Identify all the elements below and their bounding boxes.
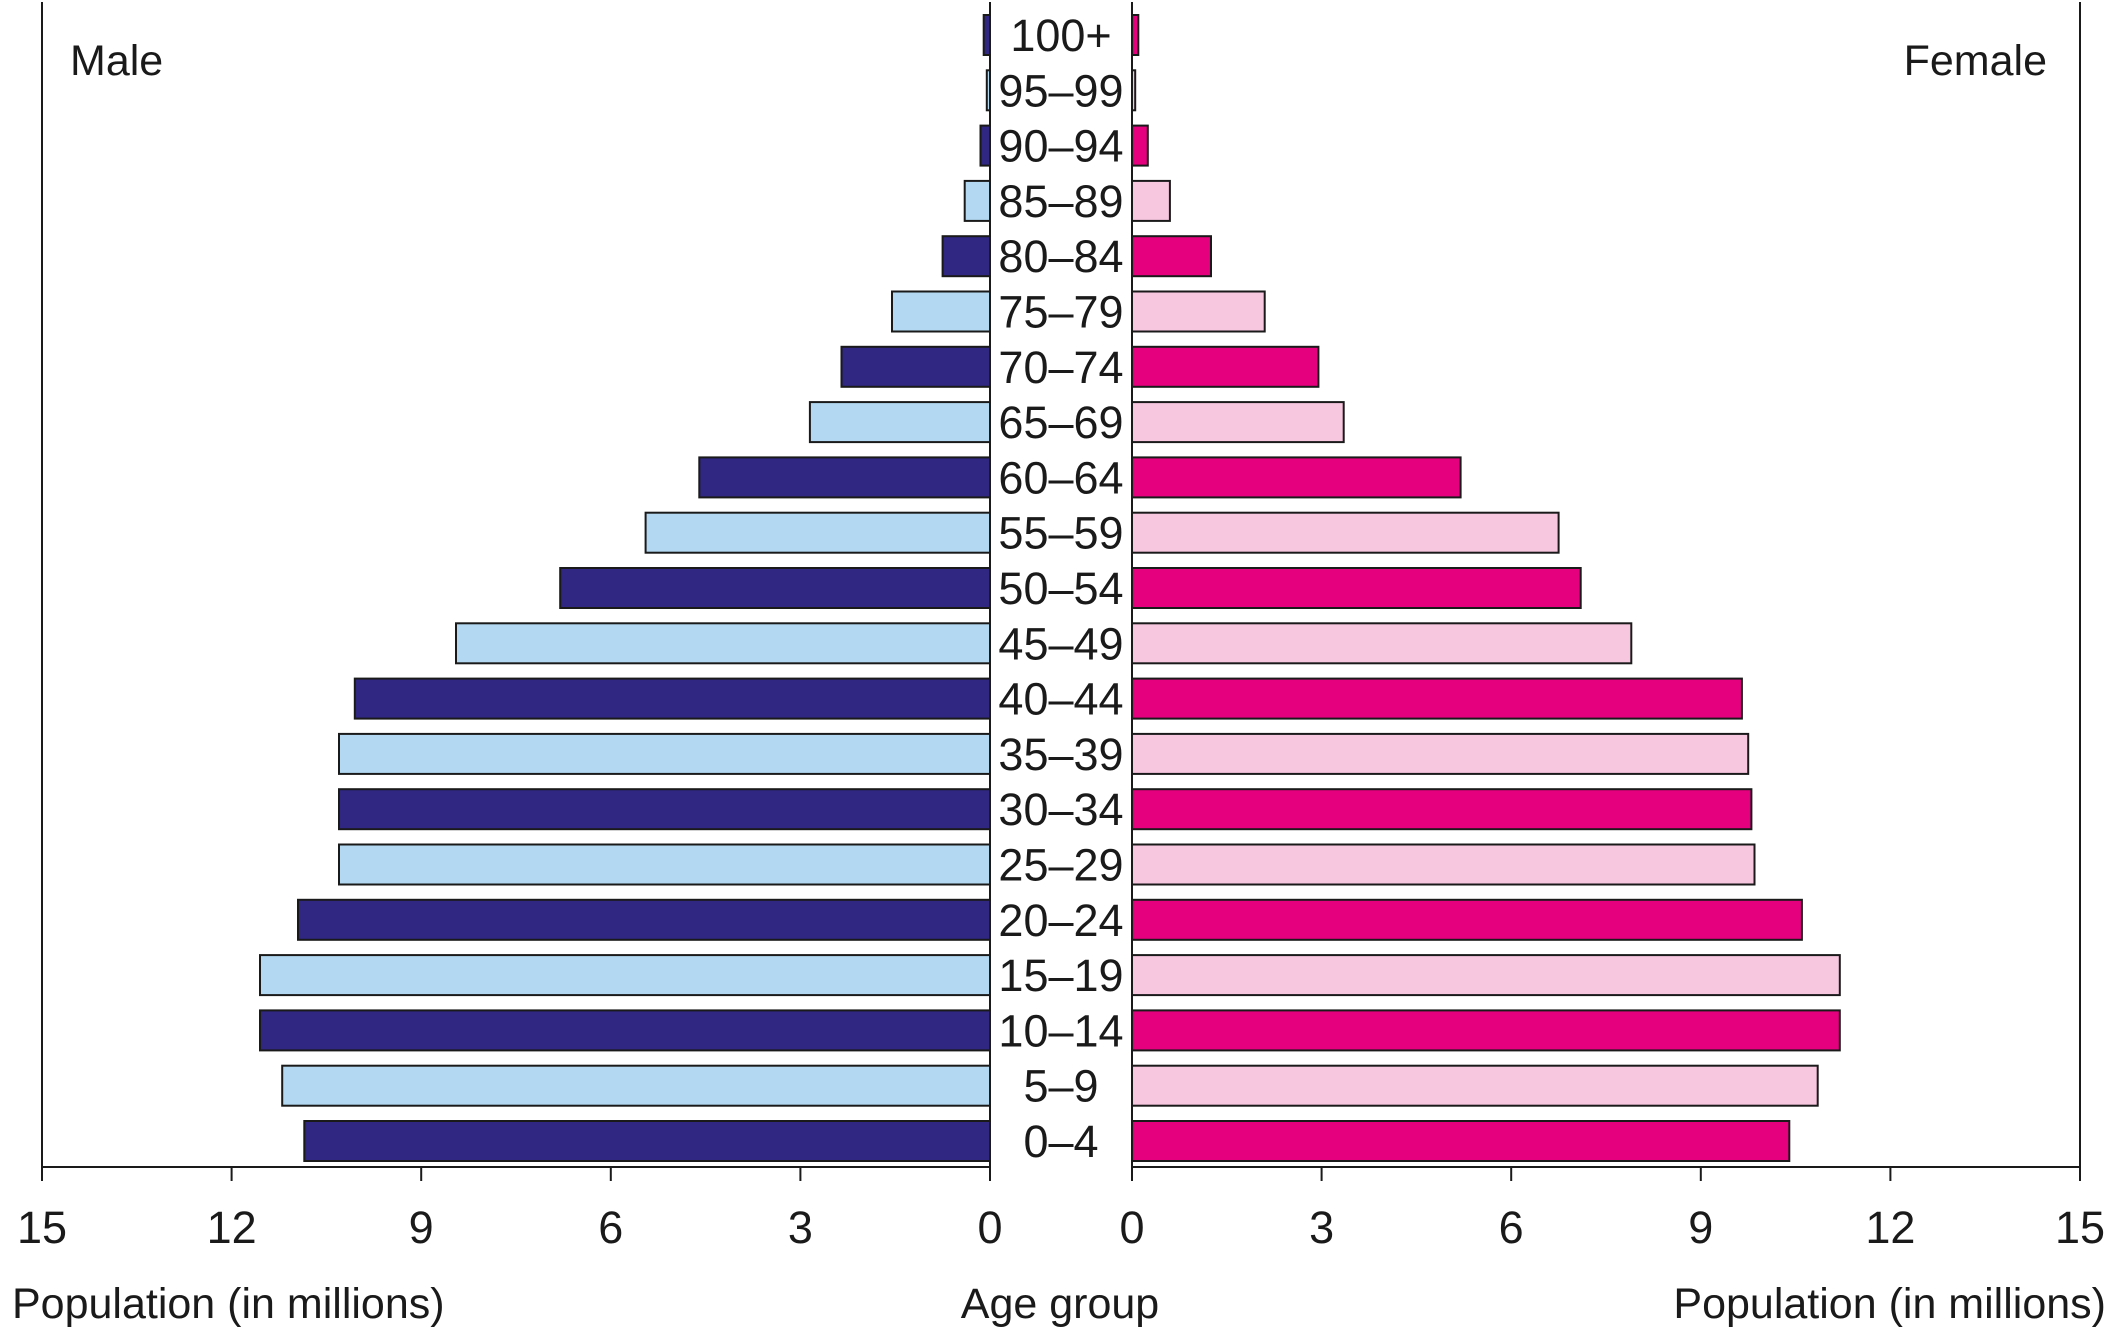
female-tick-label-5: 15 bbox=[2055, 1202, 2105, 1253]
male-bar-13 bbox=[338, 732, 991, 775]
male-tick-label-3: 9 bbox=[409, 1202, 434, 1253]
female-bar-2 bbox=[1131, 124, 1149, 167]
female-bar-19 bbox=[1131, 1064, 1819, 1107]
male-tick-label-1: 3 bbox=[788, 1202, 813, 1253]
age-label-14: 30–34 bbox=[998, 784, 1123, 835]
female-bar-11 bbox=[1131, 622, 1633, 665]
male-tick-label-5: 15 bbox=[17, 1202, 67, 1253]
age-label-7: 65–69 bbox=[998, 397, 1123, 448]
male-bar-8 bbox=[698, 456, 991, 499]
x-axis-title-female: Population (in millions) bbox=[1673, 1280, 2106, 1328]
male-bar-4 bbox=[941, 235, 991, 278]
age-label-16: 20–24 bbox=[998, 895, 1123, 946]
female-bar-8 bbox=[1131, 456, 1462, 499]
female-bar-9 bbox=[1131, 511, 1560, 554]
age-label-1: 95–99 bbox=[998, 65, 1123, 116]
female-bar-7 bbox=[1131, 401, 1345, 444]
female-bar-10 bbox=[1131, 567, 1582, 609]
male-bar-3 bbox=[963, 179, 992, 222]
male-bar-15 bbox=[338, 843, 991, 886]
age-label-18: 10–14 bbox=[998, 1005, 1123, 1056]
female-bar-15 bbox=[1131, 843, 1756, 886]
female-bar-20 bbox=[1131, 1120, 1791, 1162]
male-bar-10 bbox=[559, 567, 991, 609]
female-bar-14 bbox=[1131, 788, 1753, 831]
male-bar-2 bbox=[979, 124, 991, 167]
age-label-11: 45–49 bbox=[998, 618, 1123, 669]
male-bar-18 bbox=[259, 1009, 991, 1052]
age-label-3: 85–89 bbox=[998, 176, 1123, 227]
male-bar-11 bbox=[455, 622, 991, 665]
male-bar-20 bbox=[303, 1120, 991, 1162]
age-label-4: 80–84 bbox=[998, 231, 1123, 282]
female-tick-label-2: 6 bbox=[1499, 1202, 1524, 1253]
male-bar-0 bbox=[982, 14, 992, 56]
age-label-9: 55–59 bbox=[998, 508, 1123, 559]
female-bar-6 bbox=[1131, 345, 1320, 388]
axis-ticks: 0 0 3 3 6 6 9 9 12 12 15 15 bbox=[17, 1167, 2105, 1253]
male-tick-label-0: 0 bbox=[977, 1202, 1002, 1253]
male-tick-label-2: 6 bbox=[598, 1202, 623, 1253]
female-bar-0 bbox=[1131, 14, 1140, 56]
female-bar-16 bbox=[1131, 898, 1803, 941]
male-bar-1 bbox=[985, 69, 991, 112]
female-panel-label: Female bbox=[1904, 37, 2047, 85]
age-label-0: 100+ bbox=[1010, 10, 1111, 61]
female-bar-13 bbox=[1131, 732, 1750, 775]
age-label-5: 75–79 bbox=[998, 287, 1123, 338]
age-label-6: 70–74 bbox=[998, 342, 1123, 393]
male-bar-6 bbox=[840, 345, 991, 388]
male-bar-14 bbox=[338, 788, 991, 831]
female-bar-4 bbox=[1131, 235, 1212, 278]
male-tick-label-4: 12 bbox=[207, 1202, 257, 1253]
female-bar-12 bbox=[1131, 677, 1743, 720]
male-panel-label: Male bbox=[70, 37, 163, 85]
bars bbox=[259, 14, 1841, 1162]
female-tick-label-3: 9 bbox=[1688, 1202, 1713, 1253]
female-bar-1 bbox=[1131, 69, 1137, 112]
age-group-labels: 100+95–9990–9485–8980–8475–7970–7465–696… bbox=[998, 10, 1123, 1167]
male-bar-7 bbox=[808, 401, 992, 444]
age-label-13: 35–39 bbox=[998, 729, 1123, 780]
female-bar-18 bbox=[1131, 1009, 1841, 1052]
female-tick-label-1: 3 bbox=[1309, 1202, 1334, 1253]
age-group-axis-title: Age group bbox=[961, 1280, 1159, 1328]
male-bar-9 bbox=[644, 511, 991, 554]
female-tick-label-0: 0 bbox=[1119, 1202, 1144, 1253]
age-label-8: 60–64 bbox=[998, 452, 1123, 503]
age-label-10: 50–54 bbox=[998, 563, 1123, 614]
female-bar-5 bbox=[1131, 290, 1266, 333]
age-label-2: 90–94 bbox=[998, 121, 1123, 172]
age-label-20: 0–4 bbox=[1023, 1116, 1098, 1167]
female-bar-17 bbox=[1131, 954, 1841, 997]
age-label-19: 5–9 bbox=[1023, 1061, 1098, 1112]
female-bar-3 bbox=[1131, 179, 1171, 222]
male-bar-19 bbox=[281, 1064, 991, 1107]
x-axis-title-male: Population (in millions) bbox=[12, 1280, 445, 1328]
male-bar-17 bbox=[259, 954, 991, 997]
age-label-12: 40–44 bbox=[998, 674, 1123, 725]
age-label-17: 15–19 bbox=[998, 950, 1123, 1001]
female-tick-label-4: 12 bbox=[1865, 1202, 1915, 1253]
age-label-15: 25–29 bbox=[998, 840, 1123, 891]
male-bar-5 bbox=[891, 290, 991, 333]
male-bar-12 bbox=[353, 677, 991, 720]
male-bar-16 bbox=[297, 898, 991, 941]
